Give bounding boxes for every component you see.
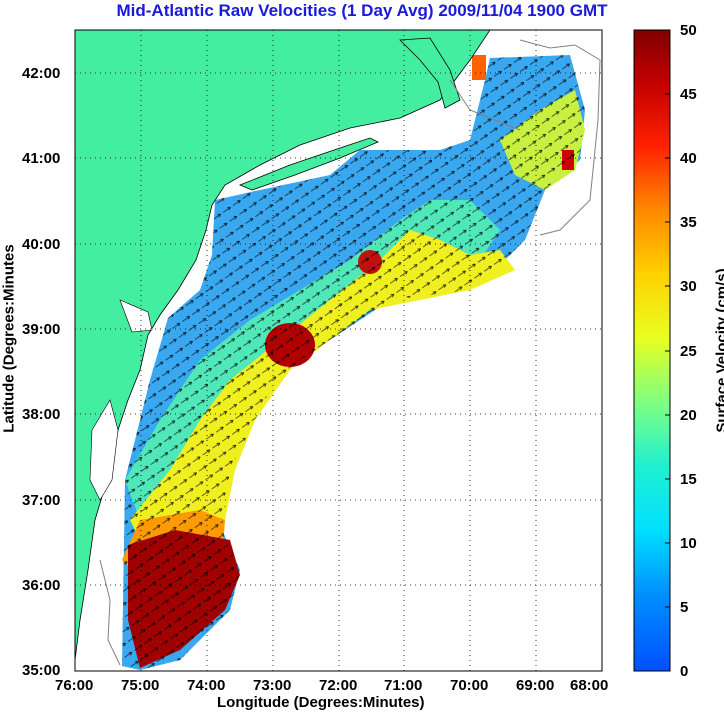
y-axis-label: Latitude (Degrees:Minutes xyxy=(0,244,18,433)
velocity-arrows xyxy=(122,55,585,670)
colorbar-tick-label: 15 xyxy=(680,471,697,488)
y-tick-label: 35:00 xyxy=(22,662,61,679)
y-tick-label: 41:00 xyxy=(22,150,61,167)
chesapeake-bay xyxy=(89,399,119,501)
x-tick-label: 72:00 xyxy=(319,677,358,694)
grid-lines xyxy=(75,30,602,671)
colorbar-tick-label: 40 xyxy=(680,150,697,167)
delaware-bay xyxy=(119,299,153,333)
colorbar-tick-label: 50 xyxy=(680,22,697,39)
x-axis-label: Longitude (Degrees:Minutes) xyxy=(217,694,425,711)
colorbar-tick-label: 20 xyxy=(680,407,697,424)
y-tick-label: 40:00 xyxy=(22,236,61,253)
colorbar-tick-label: 10 xyxy=(680,535,697,552)
y-tick-label: 42:00 xyxy=(22,65,61,82)
x-tick-label: 68:00 xyxy=(570,677,609,694)
x-tick-label: 71:00 xyxy=(384,677,423,694)
x-tick-label: 75:00 xyxy=(121,677,160,694)
y-tick-label: 37:00 xyxy=(22,492,61,509)
plot-frame xyxy=(74,29,603,672)
y-tick-label: 39:00 xyxy=(22,321,61,338)
bathymetry-contour-south xyxy=(99,559,121,666)
y-tick-label: 38:00 xyxy=(22,406,61,423)
colorbar xyxy=(633,29,671,672)
colorbar-tick-label: 25 xyxy=(680,343,697,360)
colorbar-tick-label: 5 xyxy=(680,599,689,616)
x-tick-label: 69:00 xyxy=(516,677,555,694)
colorbar-tick-label: 35 xyxy=(680,214,697,231)
land-mass xyxy=(75,30,491,661)
colorbar-tick-label: 0 xyxy=(680,663,689,680)
velocity-ne-corner xyxy=(472,55,486,80)
y-tick-label: 36:00 xyxy=(22,577,61,594)
cape-cod xyxy=(399,37,461,109)
x-tick-label: 76:00 xyxy=(55,677,94,694)
colorbar-ticks xyxy=(665,29,670,672)
colorbar-tick-label: 45 xyxy=(680,86,697,103)
map-title: Mid-Atlantic Raw Velocities (1 Day Avg) … xyxy=(116,1,608,20)
long-island xyxy=(238,137,379,191)
x-tick-label: 70:00 xyxy=(450,677,489,694)
x-tick-label: 74:00 xyxy=(187,677,226,694)
x-tick-label: 73:00 xyxy=(253,677,292,694)
colorbar-label: Surface Velocity (cm/s) xyxy=(713,268,724,433)
colorbar-tick-label: 30 xyxy=(680,278,697,295)
